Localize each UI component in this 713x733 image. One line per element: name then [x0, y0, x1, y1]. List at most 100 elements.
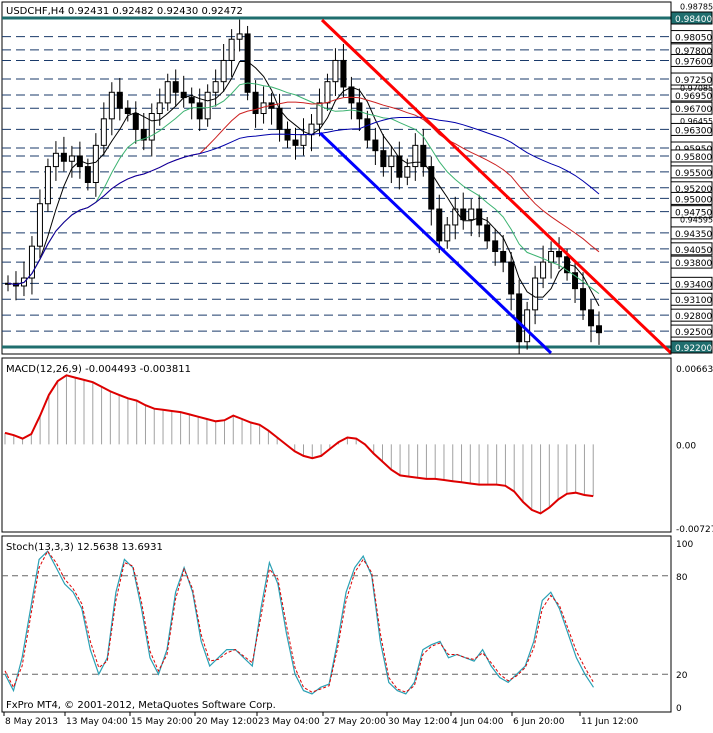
candle-body [580, 288, 587, 311]
stoch-axis-label: 80 [676, 573, 688, 583]
price-label-box [670, 53, 713, 67]
blue-trendline[interactable] [318, 131, 553, 355]
candle-body [596, 325, 603, 334]
time-label: 15 May 20:00 [131, 717, 193, 727]
time-label: 11 Jun 12:00 [581, 717, 638, 727]
candle-body [460, 208, 467, 221]
candle-body [132, 113, 139, 130]
candle-body [28, 245, 35, 279]
candle-body [572, 272, 579, 290]
price-label-box [670, 205, 713, 219]
sma-fast-line [7, 61, 600, 307]
stoch-axis-label: 20 [676, 671, 688, 681]
time-axis: 8 May 2013 13 May 04:00 15 May 20:00 20 May… [3, 712, 638, 727]
candle-body [348, 86, 355, 104]
stoch-axis-label: 100 [676, 540, 693, 550]
price-label-box [670, 292, 713, 306]
candle-body [100, 118, 107, 146]
candle-body [492, 240, 499, 252]
price-label: 0.96300 [675, 126, 712, 136]
candle-body [116, 91, 123, 109]
candle-body [236, 33, 243, 40]
candle-body [388, 155, 395, 168]
candle-body [372, 139, 379, 152]
candle-body [156, 102, 163, 115]
candle-body [332, 59, 339, 83]
candle-body [412, 144, 419, 168]
stoch-signal-line [4, 550, 594, 693]
candle-body [556, 250, 563, 258]
sma-long-line [7, 116, 600, 286]
candle-body [340, 59, 347, 88]
candle-body [548, 250, 555, 263]
price-label-box [670, 308, 713, 322]
time-label: 4 Jun 04:00 [452, 717, 504, 727]
candle-body [220, 59, 227, 83]
red-trendline[interactable] [320, 18, 673, 355]
stoch-main-line [4, 550, 595, 695]
candle-body [124, 107, 131, 115]
candle-body [172, 81, 179, 93]
price-label-box [670, 149, 713, 163]
price-label: 0.96950 [675, 92, 712, 102]
price-label-box [670, 30, 713, 44]
candle-body [420, 144, 427, 168]
main-chart-title: USDCHF,H4 0.92431 0.92482 0.92430 0.9247… [6, 6, 243, 17]
candle-body [68, 155, 75, 162]
candle-body [36, 203, 43, 247]
candle-body [108, 91, 115, 120]
price-minor-label: 0.96455 [680, 117, 713, 126]
candle-body [396, 155, 403, 178]
stoch-title: Stoch(13,3,3) 12.5638 13.6931 [6, 542, 163, 553]
candle-body [516, 293, 523, 343]
candle-body [524, 309, 531, 343]
candle-body [300, 134, 307, 146]
macd-series [4, 374, 594, 515]
candle-body [44, 166, 51, 205]
stoch-axis-label: 0 [676, 704, 682, 714]
price-label-box [670, 242, 713, 256]
price-label-box [670, 101, 713, 115]
price-label-box [670, 165, 713, 179]
candle-body [404, 166, 411, 178]
price-label: 0.95000 [675, 195, 712, 205]
price-label: 0.95500 [675, 169, 712, 179]
price-label-box [670, 72, 713, 86]
macd-axis-label: 0.006637 [676, 365, 713, 375]
candle-body [84, 166, 91, 183]
price-label: 0.97600 [675, 57, 712, 67]
price-minor-label: 0.97085 [680, 84, 713, 93]
price-label: 0.93400 [675, 280, 712, 290]
candle-body [188, 97, 195, 104]
candle-body [52, 152, 59, 168]
candle-body [444, 224, 451, 242]
stoch-panel[interactable] [1, 535, 672, 713]
price-label: 0.94350 [675, 230, 712, 240]
candle-body [196, 102, 203, 120]
price-label: 0.94750 [675, 209, 712, 219]
moving-averages [7, 61, 600, 307]
candle-body [452, 208, 459, 226]
candle-body [140, 128, 147, 141]
price-label: 0.92500 [675, 328, 712, 338]
main-price-panel[interactable] [1, 1, 672, 355]
candle-body [60, 152, 67, 162]
price-minor-label: 0.94595 [680, 216, 713, 225]
price-label: 0.92800 [675, 312, 712, 322]
candle-body [292, 139, 299, 146]
horizontal-levels [2, 16, 671, 349]
candle-body [436, 208, 443, 242]
price-label-box [670, 226, 713, 240]
candle-body [316, 102, 323, 125]
time-label: 8 May 2013 [5, 717, 58, 727]
macd-axis-label: 0.00 [676, 441, 696, 451]
candle-body [468, 208, 475, 221]
macd-axis-label: -0.00727 [676, 525, 713, 535]
price-label: 0.93800 [675, 259, 712, 269]
candle-body [532, 277, 539, 311]
time-label: 30 May 12:00 [388, 717, 450, 727]
price-label: 0.95800 [675, 153, 712, 163]
